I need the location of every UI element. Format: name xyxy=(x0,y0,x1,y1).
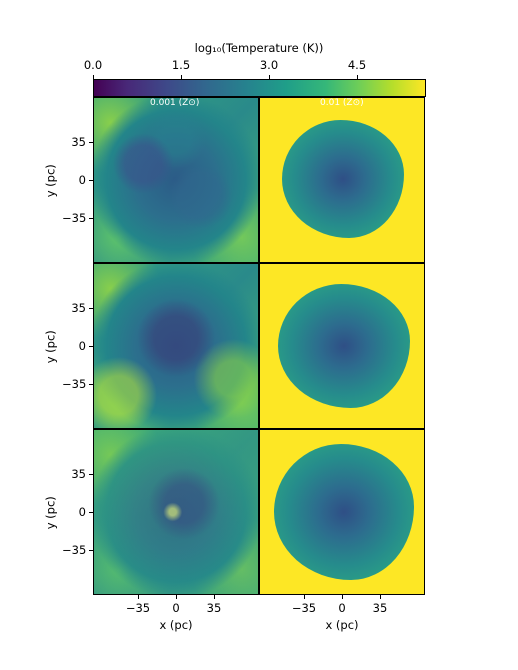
y-tick-label: 0 xyxy=(78,339,86,353)
y-tick-label: −35 xyxy=(62,377,87,391)
x-tick-label: 35 xyxy=(206,601,222,615)
y-tick xyxy=(89,512,93,513)
y-tick-label: 35 xyxy=(71,135,86,149)
x-axis-label: x (pc) xyxy=(159,618,193,632)
x-tick-label: −35 xyxy=(291,601,317,615)
colorbar-tick-label: 4.5 xyxy=(347,58,367,72)
y-tick xyxy=(89,142,93,143)
y-tick-label: 0 xyxy=(78,505,86,519)
y-axis-label: y (pc) xyxy=(43,496,58,530)
y-tick xyxy=(89,346,93,347)
panel-left-row2 xyxy=(93,263,259,429)
colorbar-tick xyxy=(269,75,270,79)
panel-right-row3 xyxy=(259,429,425,595)
y-tick-label: 35 xyxy=(71,467,86,481)
noise-overlay xyxy=(94,98,258,262)
panel-right-row2 xyxy=(259,263,425,429)
x-tick xyxy=(214,595,215,599)
x-tick-label: 0 xyxy=(338,601,346,615)
y-tick xyxy=(89,384,93,385)
y-tick-label: −35 xyxy=(62,211,87,225)
column-label-right: 0.01 (Z⊙) xyxy=(320,98,364,108)
noise-overlay xyxy=(94,264,258,428)
x-tick xyxy=(304,595,305,599)
x-tick xyxy=(176,595,177,599)
x-tick-label: 35 xyxy=(372,601,388,615)
x-tick-label: 0 xyxy=(172,601,180,615)
gas-cloud xyxy=(278,284,410,408)
colorbar-tick-label: 1.5 xyxy=(171,58,191,72)
colorbar xyxy=(93,79,426,97)
y-axis-label: y (pc) xyxy=(43,330,58,364)
colorbar-tick xyxy=(93,75,94,79)
gas-cloud xyxy=(274,444,414,580)
x-tick xyxy=(138,595,139,599)
y-tick xyxy=(89,218,93,219)
noise-overlay xyxy=(94,430,258,594)
x-tick xyxy=(342,595,343,599)
colorbar-tick xyxy=(181,75,182,79)
x-tick-label: −35 xyxy=(125,601,151,615)
panel-right-row1 xyxy=(259,97,425,263)
y-tick xyxy=(89,550,93,551)
colorbar-tick-label: 3.0 xyxy=(259,58,279,72)
colorbar-tick-label: 0.0 xyxy=(83,58,103,72)
gas-cloud xyxy=(282,120,404,238)
panel-left-row1 xyxy=(93,97,259,263)
y-tick-label: 0 xyxy=(78,173,86,187)
y-axis-label: y (pc) xyxy=(43,164,58,198)
colorbar-label: log₁₀(Temperature (K)) xyxy=(194,41,324,55)
x-axis-label: x (pc) xyxy=(325,618,359,632)
x-tick xyxy=(380,595,381,599)
y-tick-label: −35 xyxy=(62,543,87,557)
y-tick xyxy=(89,180,93,181)
panel-left-row3 xyxy=(93,429,259,595)
colorbar-tick xyxy=(357,75,358,79)
y-tick-label: 35 xyxy=(71,301,86,315)
column-label-left: 0.001 (Z⊙) xyxy=(150,98,200,108)
y-tick xyxy=(89,308,93,309)
y-tick xyxy=(89,474,93,475)
